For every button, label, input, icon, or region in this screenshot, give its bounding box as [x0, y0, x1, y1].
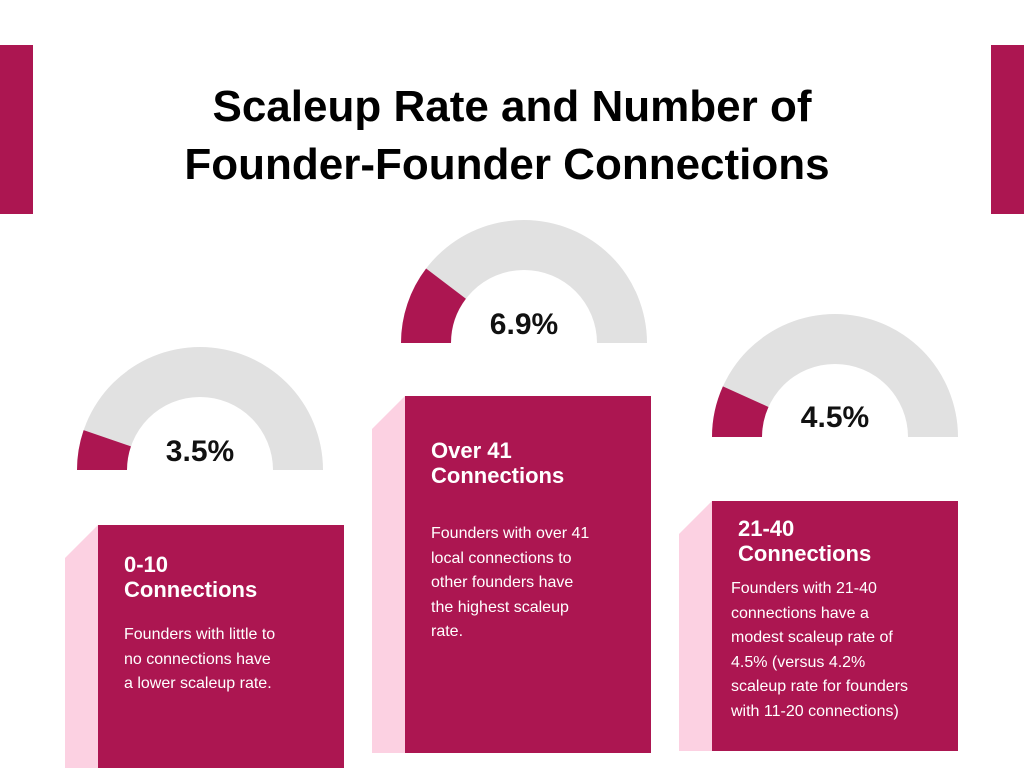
card-over-41-connections: Over 41 Connections Founders with over 4…	[372, 396, 651, 753]
gauge-value-arc	[401, 268, 466, 343]
description-line: no connections have	[124, 650, 271, 668]
card-heading-line-2: Connections	[124, 577, 258, 602]
gauge-track	[712, 314, 958, 437]
card-body: 21-40 Connections Founders with 21-40 co…	[712, 501, 958, 751]
card-heading-line-1: 0-10	[124, 552, 169, 577]
gauge-value-arc	[712, 386, 769, 437]
card-21-40-connections: 21-40 Connections Founders with 21-40 co…	[679, 501, 958, 751]
description-line: a lower scaleup rate.	[124, 675, 272, 692]
gauge-track	[401, 220, 647, 343]
card-0-10-connections: 0-10 Connections Founders with little to…	[65, 525, 344, 768]
description-line: with 11-20 connections)	[731, 702, 899, 720]
card-description: Founders with 21-40 connections have a m…	[731, 577, 956, 724]
description-line: Founders with over 41	[431, 525, 590, 542]
card-heading-line-1: Over 41	[431, 438, 512, 463]
card-heading-line-2: Connections	[431, 463, 565, 488]
description-line: rate.	[431, 623, 464, 640]
card-heading: 21-40 Connections	[738, 516, 871, 566]
card-description: Founders with over 41 local connections …	[431, 522, 646, 645]
gauge-0-10-connections	[77, 347, 323, 470]
description-line: local connections to	[431, 549, 572, 567]
value-label-over-41-connections: 6.9%	[489, 308, 559, 341]
card-body: Over 41 Connections Founders with over 4…	[405, 396, 651, 753]
description-line: the highest scaleup	[431, 598, 569, 616]
card-body: 0-10 Connections Founders with little to…	[98, 525, 344, 768]
gauge-over-41-connections	[401, 220, 647, 343]
card-heading-line-1: 21-40	[738, 516, 795, 541]
description-line: modest scaleup rate of	[731, 629, 893, 646]
card-heading: 0-10 Connections	[124, 552, 257, 602]
left-accent-bar	[0, 45, 33, 214]
right-accent-bar	[991, 45, 1024, 214]
gauge-21-40-connections	[712, 314, 958, 437]
chart-title-line-2: Founder-Founder Connections	[184, 140, 830, 189]
card-heading: Over 41 Connections	[431, 438, 564, 488]
card-side-panel	[679, 501, 712, 751]
description-line: 4.5% (versus 4.2%	[731, 653, 866, 671]
description-line: scaleup rate for founders	[731, 678, 908, 695]
card-side-panel	[372, 396, 405, 753]
value-label-0-10-connections: 3.5%	[165, 435, 235, 468]
value-label-21-40-connections: 4.5%	[800, 401, 870, 434]
card-side-panel	[65, 525, 98, 768]
gauge-value-arc	[77, 430, 131, 470]
chart-title-line-1: Scaleup Rate and Number of	[212, 82, 812, 131]
card-description: Founders with little to no connections h…	[124, 623, 334, 697]
card-heading-line-2: Connections	[738, 541, 872, 566]
description-line: connections have a	[731, 604, 869, 622]
description-line: Founders with little to	[124, 626, 276, 643]
chart-title: Scaleup Rate and Number of Founder-Found…	[0, 78, 1024, 194]
description-line: Founders with 21-40	[731, 580, 877, 597]
description-line: other founders have	[431, 574, 574, 591]
gauge-track	[77, 347, 323, 470]
